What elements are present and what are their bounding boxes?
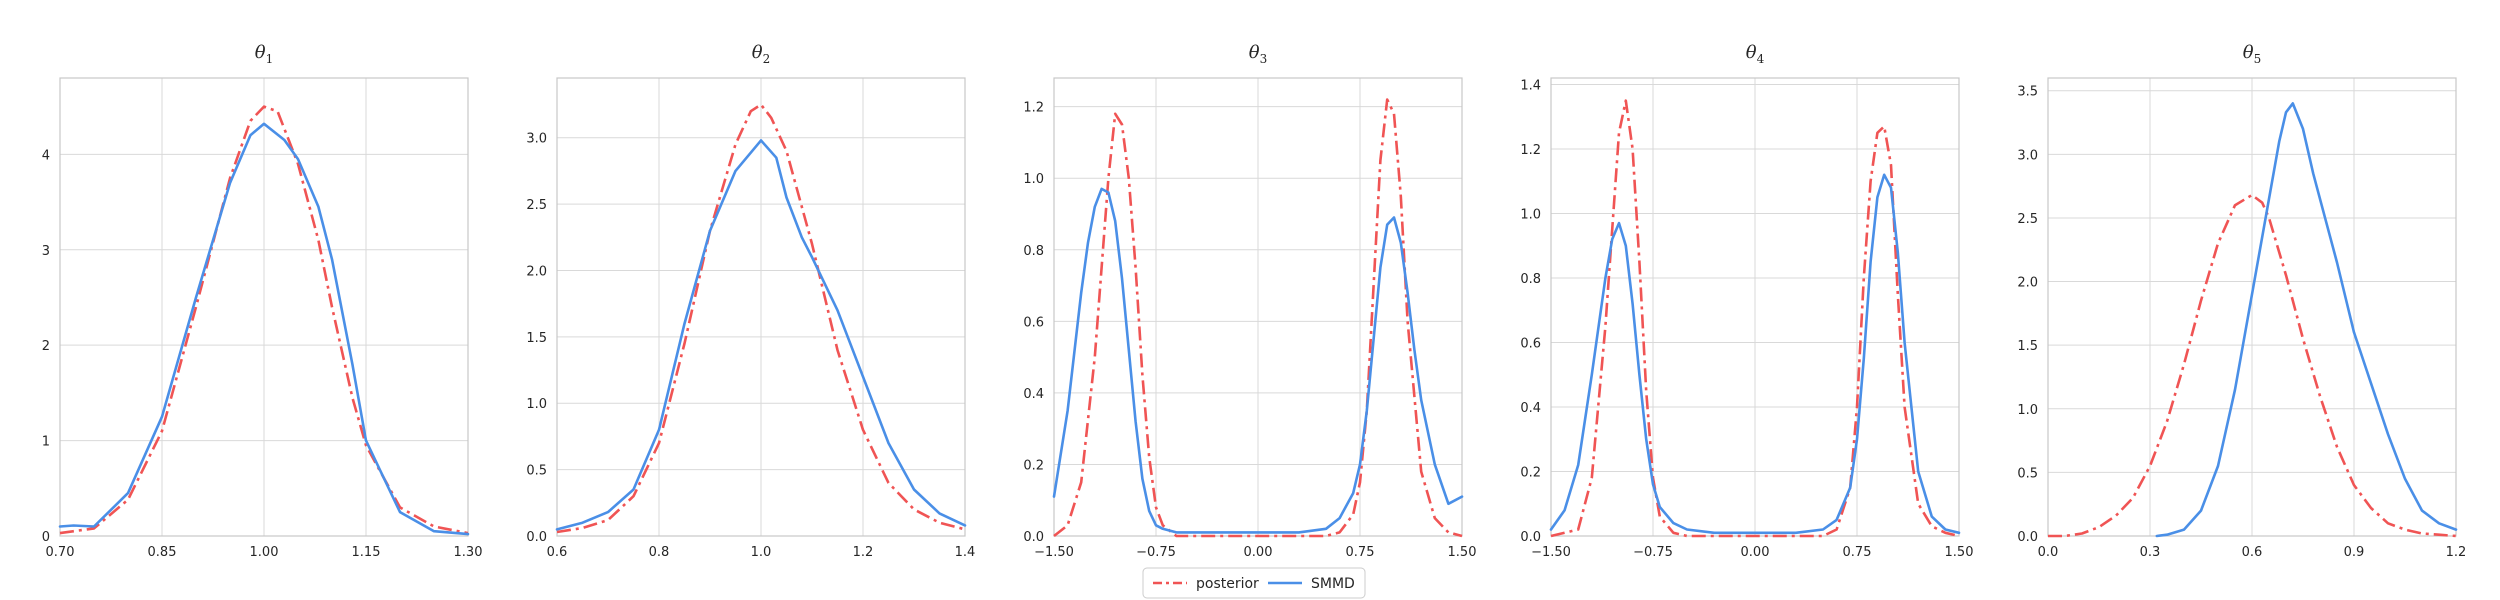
x-tick-label: 0.75	[1843, 545, 1872, 560]
subplot-3: −1.50 −0.75 0.00 0.75 1.50 0.0 0.2 0.4 0.6 0.8 1.0…	[1023, 42, 1476, 560]
posterior-legend-label: posterior	[1196, 576, 1259, 592]
smmd-density-line	[555, 139, 967, 531]
y-tick-label: 0.5	[526, 464, 547, 479]
y-tick-label: 2.5	[2017, 212, 2038, 227]
axes-frame	[2047, 77, 2457, 537]
x-tick-label: 1.4	[955, 545, 976, 560]
posterior-density-line	[1053, 98, 1463, 538]
y-tick-label: 0.6	[1023, 315, 1044, 330]
posterior-density-line	[1550, 99, 1960, 538]
x-tick-label: 0.3	[2140, 545, 2161, 560]
x-tick-label: 0.00	[1741, 545, 1770, 560]
y-tick-label: 3.5	[2017, 85, 2038, 100]
axes-frame	[59, 77, 469, 537]
x-tick-label: 0.6	[2242, 545, 2263, 560]
posterior-density-line	[2048, 193, 2457, 538]
y-tick-label: 1	[42, 435, 50, 450]
y-tick-label: 0.0	[1023, 530, 1044, 545]
x-tick-label: −0.75	[1633, 545, 1673, 560]
x-tick-label: −0.75	[1136, 545, 1176, 560]
y-tick-label: 0	[42, 530, 50, 545]
y-tick-label: 1.0	[2017, 403, 2038, 418]
y-tick-label: 0.0	[1520, 530, 1541, 545]
posterior-density-line	[556, 103, 966, 534]
x-tick-label: 1.00	[250, 545, 279, 560]
smmd-density-line	[2155, 102, 2458, 538]
x-tick-label: 1.30	[454, 545, 483, 560]
y-tick-label: 1.0	[1520, 207, 1541, 222]
y-tick-label: 2.0	[2017, 276, 2038, 291]
subplot-1: 0.70 0.85 1.00 1.15 1.30 0 1 2 3 4 θ1	[42, 42, 483, 560]
x-tick-label: −1.50	[1034, 545, 1074, 560]
y-tick-label: 1.5	[2017, 339, 2038, 354]
y-tick-label: 0.2	[1023, 458, 1044, 473]
y-tick-label: 0.0	[2017, 530, 2038, 545]
x-tick-label: 1.15	[352, 545, 381, 560]
x-tick-label: −1.50	[1531, 545, 1571, 560]
y-tick-label: 2.5	[526, 198, 547, 213]
subplot-title: θ3	[1249, 42, 1267, 66]
y-tick-label: 0.0	[526, 530, 547, 545]
x-tick-label: 0.8	[649, 545, 670, 560]
legend: posterior SMMD	[1142, 567, 1366, 599]
y-tick-label: 3	[42, 244, 50, 259]
y-tick-label: 4	[42, 148, 50, 163]
x-tick-label: 1.50	[1448, 545, 1477, 560]
legend-box	[1142, 567, 1366, 599]
y-tick-label: 0.8	[1023, 244, 1044, 259]
y-tick-label: 0.4	[1520, 401, 1541, 416]
y-tick-label: 0.4	[1023, 387, 1044, 402]
x-tick-label: 1.0	[751, 545, 772, 560]
y-tick-label: 0.6	[1520, 336, 1541, 351]
y-tick-label: 3.0	[2017, 148, 2038, 163]
smmd-legend-label: SMMD	[1311, 576, 1355, 592]
x-tick-label: 0.70	[46, 545, 75, 560]
subplot-title: θ5	[2243, 42, 2261, 66]
x-tick-label: 0.9	[2344, 545, 2365, 560]
y-tick-label: 0.2	[1520, 465, 1541, 480]
smmd-density-line	[1549, 173, 1961, 535]
subplot-title: θ4	[1746, 42, 1765, 66]
x-tick-label: 0.00	[1244, 545, 1273, 560]
y-tick-label: 0.5	[2017, 466, 2038, 481]
y-tick-label: 0.8	[1520, 272, 1541, 287]
subplot-2: 0.6 0.8 1.0 1.2 1.4 0.0 0.5 1.0 1.5 2.0 2.5 3.0 θ2	[526, 42, 975, 560]
x-tick-label: 1.50	[1945, 545, 1974, 560]
y-tick-label: 1.2	[1023, 101, 1044, 116]
y-tick-label: 1.0	[526, 397, 547, 412]
subplot-title: θ2	[752, 42, 770, 66]
y-tick-label: 2.0	[526, 264, 547, 279]
y-tick-label: 3.0	[526, 132, 547, 147]
y-tick-label: 1.0	[1023, 172, 1044, 187]
posterior-density-line	[59, 105, 469, 535]
x-tick-label: 0.0	[2038, 545, 2059, 560]
x-tick-label: 1.2	[2446, 545, 2467, 560]
y-tick-label: 2	[42, 339, 50, 354]
smmd-density-line	[1052, 187, 1464, 534]
x-tick-label: 0.75	[1346, 545, 1375, 560]
x-tick-label: 1.2	[853, 545, 874, 560]
subplot-title: θ1	[255, 42, 273, 66]
x-tick-label: 0.6	[547, 545, 568, 560]
subplot-4: −1.50 −0.75 0.00 0.75 1.50 0.0 0.2 0.4 0.6 0.8 1.0…	[1520, 42, 1973, 560]
y-tick-label: 1.4	[1520, 78, 1541, 93]
smmd-density-line	[58, 122, 470, 536]
y-tick-label: 1.2	[1520, 143, 1541, 158]
y-tick-label: 1.5	[526, 331, 547, 346]
x-tick-label: 0.85	[148, 545, 177, 560]
subplot-5: 0.0 0.3 0.6 0.9 1.2 0.0 0.5 1.0 1.5 2.0 2.5 3.0 3.5 θ…	[2017, 42, 2466, 560]
axes-frame	[556, 77, 966, 537]
